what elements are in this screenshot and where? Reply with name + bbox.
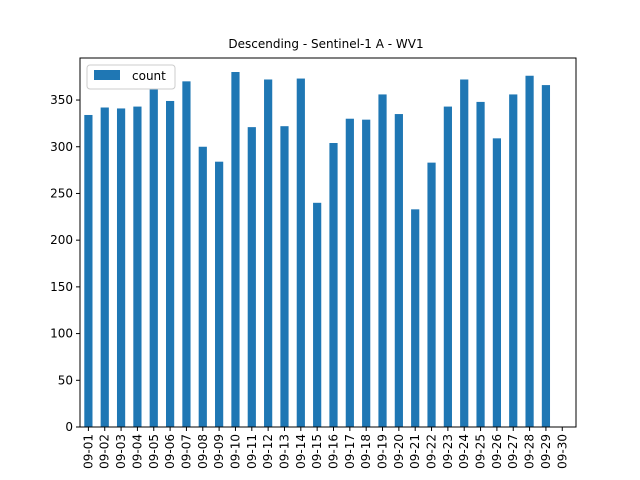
bar-09-23 — [443, 106, 452, 427]
x-tick-label: 09-26 — [490, 434, 504, 469]
bar-09-10 — [231, 72, 240, 427]
x-tick-label: 09-04 — [130, 434, 144, 469]
bar-09-29 — [541, 85, 551, 427]
y-tick-label: 300 — [50, 140, 73, 154]
bar-09-27 — [509, 94, 518, 428]
bar-09-25 — [476, 101, 485, 427]
bar-09-19 — [378, 94, 387, 428]
bar-09-08 — [198, 146, 207, 427]
y-tick-label: 50 — [58, 373, 73, 387]
plot-frame — [79, 57, 577, 428]
bar-09-18 — [362, 119, 371, 427]
bar-09-02 — [100, 107, 109, 427]
x-tick-label: 09-30 — [555, 434, 569, 469]
x-tick-label: 09-11 — [245, 434, 259, 469]
x-tick-label: 09-28 — [523, 434, 537, 469]
x-tick-label: 09-20 — [392, 434, 406, 469]
bar-09-01 — [84, 114, 93, 427]
x-tick-label: 09-07 — [179, 434, 193, 469]
bar-09-05 — [149, 86, 158, 427]
x-tick-label: 09-25 — [474, 434, 488, 469]
legend-label-count: count — [132, 69, 166, 83]
chart-title: Descending - Sentinel-1 A - WV1 — [228, 37, 423, 51]
x-tick-label: 09-14 — [294, 434, 308, 469]
x-tick-label: 09-06 — [163, 434, 177, 469]
x-tick-label: 09-10 — [228, 434, 242, 469]
y-tick-label: 250 — [50, 186, 73, 200]
bar-09-13 — [280, 126, 289, 427]
x-tick-label: 09-27 — [506, 434, 520, 469]
bar-09-03 — [116, 108, 126, 427]
x-axis: 09-01 09-02 09-03 09-04 09-05 09-06 09-07 09-08… — [81, 427, 569, 469]
bar-09-07 — [182, 81, 191, 427]
bar-09-16 — [329, 143, 338, 427]
x-tick-label: 09-22 — [425, 434, 439, 469]
bar-09-24 — [460, 79, 469, 428]
x-tick-label: 09-23 — [441, 434, 455, 469]
y-tick-label: 150 — [50, 280, 73, 294]
y-axis: 0 50 100 150 200 250 300 350 — [50, 93, 80, 434]
bars-layer — [84, 72, 551, 428]
bar-09-26 — [492, 138, 501, 427]
x-tick-label: 09-15 — [310, 434, 324, 469]
x-tick-label: 09-18 — [359, 434, 373, 469]
x-tick-label: 09-03 — [114, 434, 128, 469]
bar-09-15 — [313, 202, 322, 427]
bar-09-22 — [427, 162, 436, 427]
y-tick-label: 100 — [50, 327, 73, 341]
bar-09-09 — [215, 161, 224, 427]
bar-09-28 — [525, 75, 534, 427]
x-tick-label: 09-29 — [539, 434, 553, 469]
x-tick-label: 09-21 — [408, 434, 422, 469]
x-tick-label: 09-05 — [147, 434, 161, 469]
x-tick-label: 09-09 — [212, 434, 226, 469]
y-tick-label: 0 — [65, 420, 73, 434]
x-tick-label: 09-16 — [327, 434, 341, 469]
y-tick-label: 350 — [50, 93, 73, 107]
bar-09-04 — [133, 106, 142, 427]
x-tick-label: 09-02 — [98, 434, 112, 469]
legend: count — [86, 64, 176, 90]
legend-swatch-count — [94, 70, 120, 80]
x-tick-label: 09-01 — [81, 434, 95, 469]
y-tick-label: 200 — [50, 233, 73, 247]
x-tick-label: 09-24 — [457, 434, 471, 469]
bar-09-17 — [345, 118, 354, 427]
x-tick-label: 09-12 — [261, 434, 275, 469]
x-tick-label: 09-08 — [196, 434, 210, 469]
bar-09-21 — [411, 209, 420, 427]
x-tick-label: 09-19 — [376, 434, 390, 469]
x-tick-label: 09-17 — [343, 434, 357, 469]
bar-09-14 — [296, 78, 305, 428]
bar-09-06 — [166, 100, 175, 427]
bar-09-12 — [264, 79, 273, 428]
bar-09-20 — [394, 114, 403, 428]
x-tick-label: 09-13 — [277, 434, 291, 469]
bar-09-11 — [247, 127, 256, 427]
